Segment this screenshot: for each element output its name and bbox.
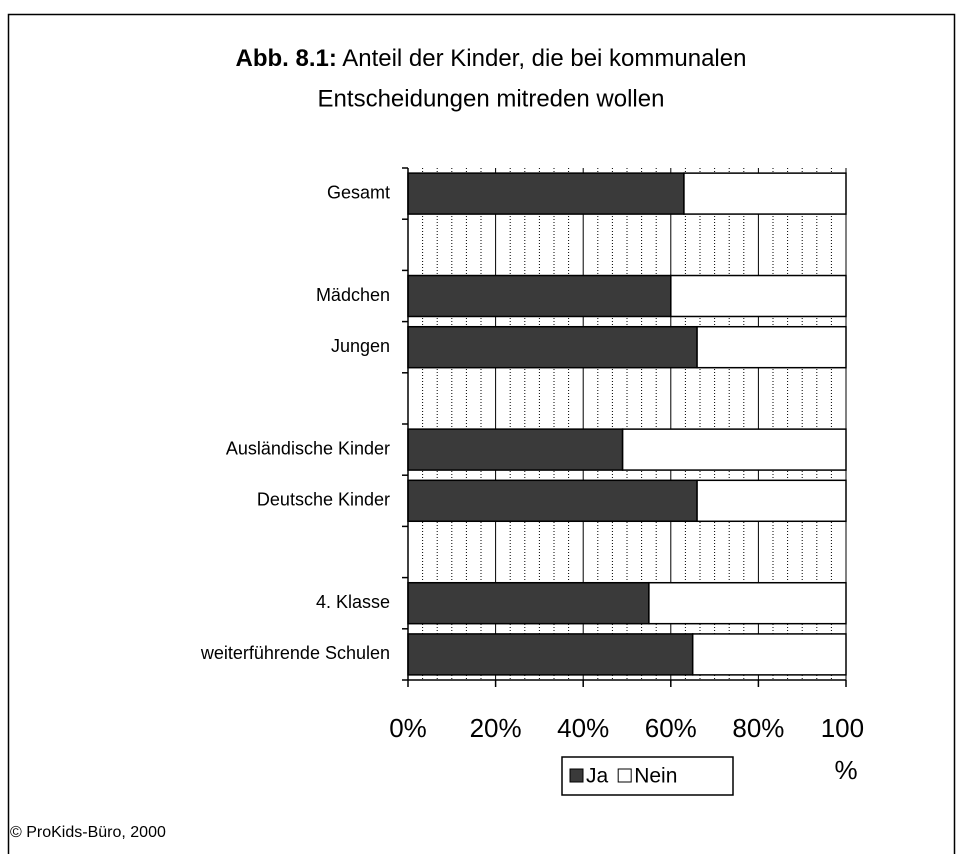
bar-segment xyxy=(683,172,847,215)
x-tick-label: 20% xyxy=(470,713,522,743)
title-label: Abb. 8.1: xyxy=(236,45,337,72)
y-tick-label: Mädchen xyxy=(316,285,390,305)
bar-segment xyxy=(648,581,847,625)
bar-segment xyxy=(696,325,847,369)
x-tick-label: 40% xyxy=(557,713,609,743)
bar-segment xyxy=(407,172,685,215)
bar-segment xyxy=(621,428,847,471)
x-tick-label: 100 % xyxy=(821,713,872,785)
legend-swatch xyxy=(569,768,584,783)
y-tick-label: weiterführende Schulen xyxy=(200,643,390,663)
legend-label: Nein xyxy=(634,765,677,788)
bar-segment xyxy=(691,633,847,676)
x-tick-label: 0% xyxy=(389,713,427,743)
bar-segment xyxy=(407,479,698,523)
legend-label: Ja xyxy=(586,765,609,788)
y-tick-label: Gesamt xyxy=(327,182,390,202)
bar-segment xyxy=(407,633,694,676)
bar-segment xyxy=(407,325,698,369)
chart-title: Abb. 8.1: Anteil der Kinder, die bei kom… xyxy=(236,45,747,72)
source: © ProKids-Büro, 2000 xyxy=(10,824,166,841)
y-tick-label: Deutsche Kinder xyxy=(257,490,390,510)
chart-title: Entscheidungen mitreden wollen xyxy=(318,85,665,112)
y-tick-label: 4. Klasse xyxy=(316,592,390,612)
bar-segment xyxy=(407,428,624,471)
legend-box xyxy=(561,756,734,796)
bar-segment xyxy=(696,479,847,523)
legend-swatch xyxy=(617,768,632,783)
bar-segment xyxy=(407,581,650,625)
x-tick-label: 80% xyxy=(732,713,784,743)
bar-segment xyxy=(670,274,847,318)
tick-label-part: % xyxy=(834,755,857,785)
bar-segment xyxy=(407,274,672,318)
tick-label-part: 100 xyxy=(821,713,872,743)
y-tick-label: Ausländische Kinder xyxy=(226,438,390,458)
frame xyxy=(7,13,956,854)
title-line: Anteil der Kinder, die bei kommunalen xyxy=(342,45,746,72)
x-tick-label: 60% xyxy=(645,713,697,743)
y-tick-label: Jungen xyxy=(331,336,390,356)
